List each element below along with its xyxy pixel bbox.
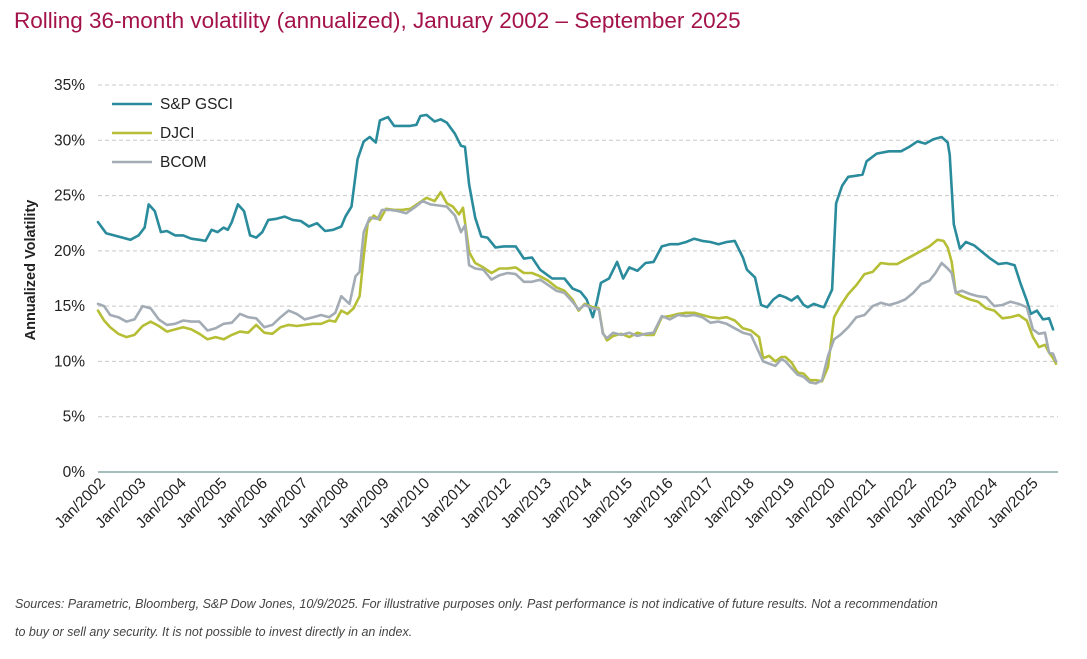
y-axis: 0% 5% 10% 15% 20% 25% 30% 35% — [54, 77, 85, 481]
x-axis: Jan/2002Jan/2003Jan/2004Jan/2005Jan/2006… — [52, 471, 1058, 532]
y-tick-label: 5% — [63, 409, 86, 426]
y-tick-label: 35% — [54, 77, 85, 94]
legend-label: S&P GSCI — [160, 96, 233, 113]
y-tick-label: 20% — [54, 243, 85, 260]
series-lines — [96, 113, 1058, 385]
footnote-line-2: to buy or sell any security. It is not p… — [15, 625, 413, 639]
y-tick-label: 0% — [63, 464, 86, 481]
chart-title: Rolling 36-month volatility (annualized)… — [14, 8, 741, 33]
y-axis-title: Annualized Volatility — [23, 200, 39, 341]
y-tick-label: 15% — [54, 298, 85, 315]
footnote-line-1: Sources: Parametric, Bloomberg, S&P Dow … — [15, 597, 938, 611]
legend-label: BCOM — [160, 154, 207, 171]
gridlines — [98, 84, 1058, 418]
y-tick-label: 10% — [54, 353, 85, 370]
series-line-bcom — [96, 199, 1058, 385]
y-tick-label: 30% — [54, 132, 85, 149]
y-tick-label: 25% — [54, 188, 85, 205]
legend-label: DJCI — [160, 125, 194, 142]
series-line-djci — [96, 191, 1058, 383]
legend: S&P GSCI DJCI BCOM — [112, 96, 233, 171]
series-line-s-p-gsci — [96, 113, 1055, 331]
volatility-line-chart: 0% 5% 10% 15% 20% 25% 30% 35% Jan/2002Jan/2003J… — [23, 77, 1058, 532]
